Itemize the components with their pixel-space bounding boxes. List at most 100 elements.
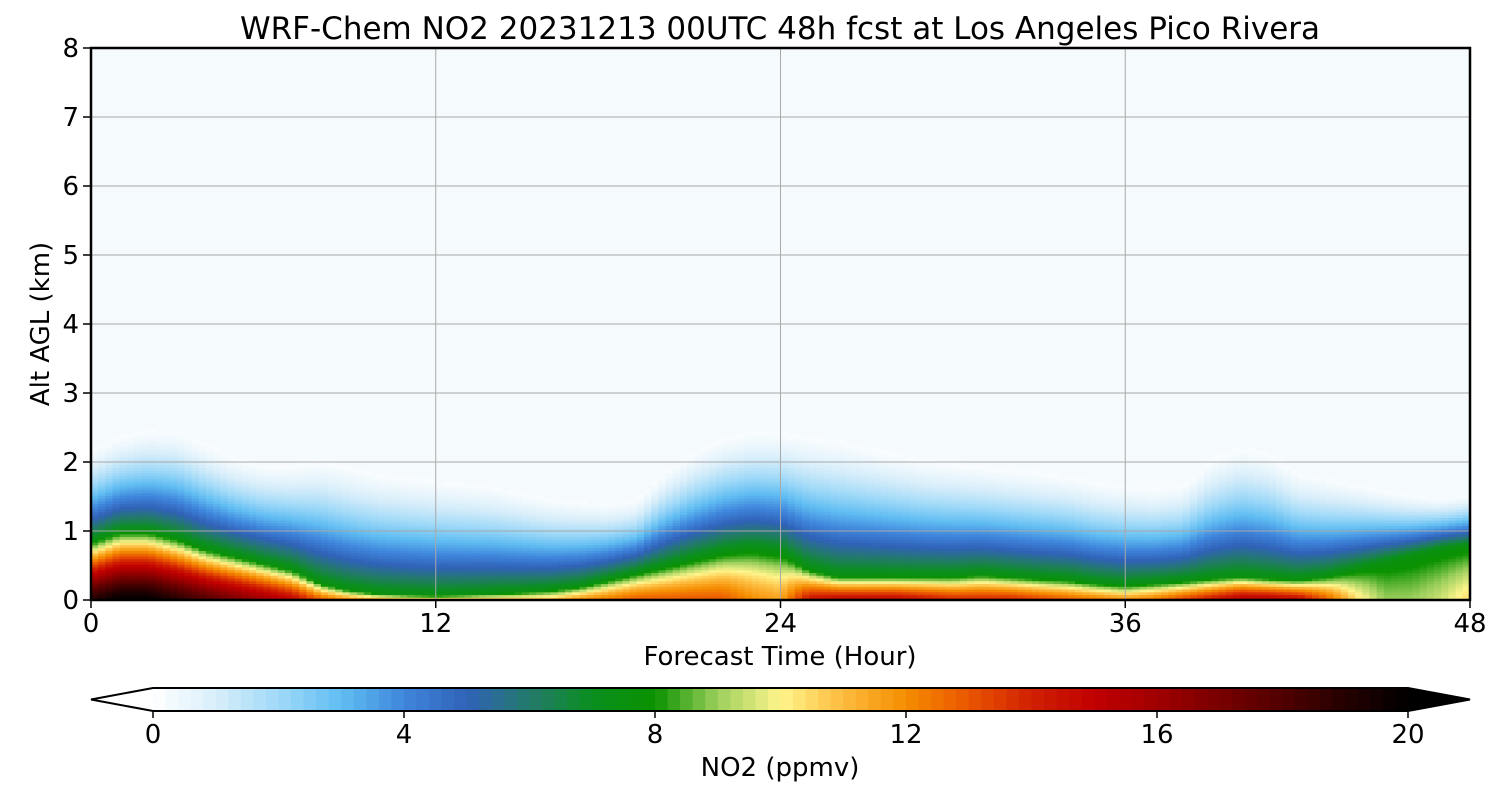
heatmap-cell [442,495,451,499]
heatmap-cell [715,580,724,585]
heatmap-cell [284,517,293,521]
heatmap-cell [802,506,810,510]
heatmap-cell [141,464,150,469]
heatmap-cell [766,531,774,535]
heatmap-cell [170,450,178,455]
heatmap-cell [758,583,767,587]
heatmap-cell [162,561,171,565]
heatmap-cell [507,594,516,598]
heatmap-cell [126,577,135,582]
heatmap-cell [486,517,494,521]
heatmap-cell [328,481,336,485]
heatmap-cell [392,569,401,573]
heatmap-cell [464,547,473,551]
heatmap-cell [442,572,451,576]
heatmap-cell [658,569,667,573]
heatmap-cell [486,508,494,513]
heatmap-cell [536,531,545,535]
heatmap-cell [708,484,717,488]
heatmap-cell [780,484,789,488]
heatmap-cell [428,575,437,579]
heatmap-cell [119,481,128,485]
heatmap-cell [529,544,537,549]
heatmap-cell [579,539,588,543]
heatmap-cell [385,503,394,507]
heatmap-cell [184,489,193,493]
heatmap-cell [392,547,401,551]
heatmap-cell [126,588,135,593]
heatmap-cell [687,544,695,549]
heatmap-cell [263,591,272,596]
heatmap-cell [270,528,279,532]
heatmap-cell [170,553,178,557]
heatmap-cell [134,547,142,551]
heatmap-cell [766,572,774,576]
heatmap-cell [665,475,674,480]
heatmap-cell [809,437,818,441]
heatmap-cell [701,533,710,538]
heatmap-cell [794,528,803,532]
heatmap-cell [277,569,286,573]
heatmap-cell [536,544,545,549]
heatmap-cell [177,473,185,477]
heatmap-cell [134,566,142,571]
heatmap-cell [464,517,473,521]
heatmap-cell [737,555,746,560]
heatmap-cell [205,462,214,466]
heatmap-cell [687,478,695,482]
heatmap-cell [486,539,494,543]
heatmap-cell [421,522,430,527]
heatmap-cell [550,583,559,587]
heatmap-cell [205,572,214,576]
heatmap-cell [644,564,652,568]
heatmap-cell [730,459,738,463]
heatmap-cell [155,470,164,474]
heatmap-cell [399,481,408,485]
heatmap-cell [694,473,703,477]
heatmap-cell [622,586,631,590]
heatmap-cell [177,484,185,488]
heatmap-cell [723,550,731,554]
heatmap-cell [758,522,767,527]
heatmap-cell [119,536,128,540]
heatmap-cell [299,486,308,491]
heatmap-cell [464,558,473,562]
heatmap-cell [464,569,473,573]
heatmap-cell [191,517,200,521]
heatmap-cell [184,462,193,466]
heatmap-cell [184,544,193,549]
heatmap-cell [134,439,142,444]
heatmap-cell [751,531,760,535]
heatmap-cell [744,544,753,549]
heatmap-cell [744,547,753,551]
heatmap-cell [486,583,494,587]
heatmap-cell [205,489,214,493]
heatmap-cell [162,434,171,438]
heatmap-cell [241,566,250,571]
heatmap-cell [737,475,746,480]
heatmap-cell [234,497,243,502]
heatmap-cell [579,536,588,540]
heatmap-cell [91,558,99,562]
heatmap-cell [170,588,178,593]
heatmap-cell [723,594,731,598]
heatmap-cell [486,558,494,562]
heatmap-cell [105,528,114,532]
heatmap-cell [414,503,422,507]
heatmap-cell [320,506,329,510]
heatmap-cell [356,542,365,546]
heatmap-cell [148,588,157,593]
heatmap-cell [715,481,724,485]
heatmap-cell [421,492,430,496]
heatmap-cell [636,577,645,582]
heatmap-cell [213,569,221,573]
heatmap-cell [672,577,681,582]
heatmap-cell [170,547,178,551]
heatmap-cell [119,561,128,565]
heatmap-cell [751,497,760,502]
heatmap-cell [141,511,150,516]
heatmap-cell [126,555,135,560]
heatmap-cell [435,500,444,504]
heatmap-cell [565,544,573,549]
heatmap-cell [715,583,724,587]
